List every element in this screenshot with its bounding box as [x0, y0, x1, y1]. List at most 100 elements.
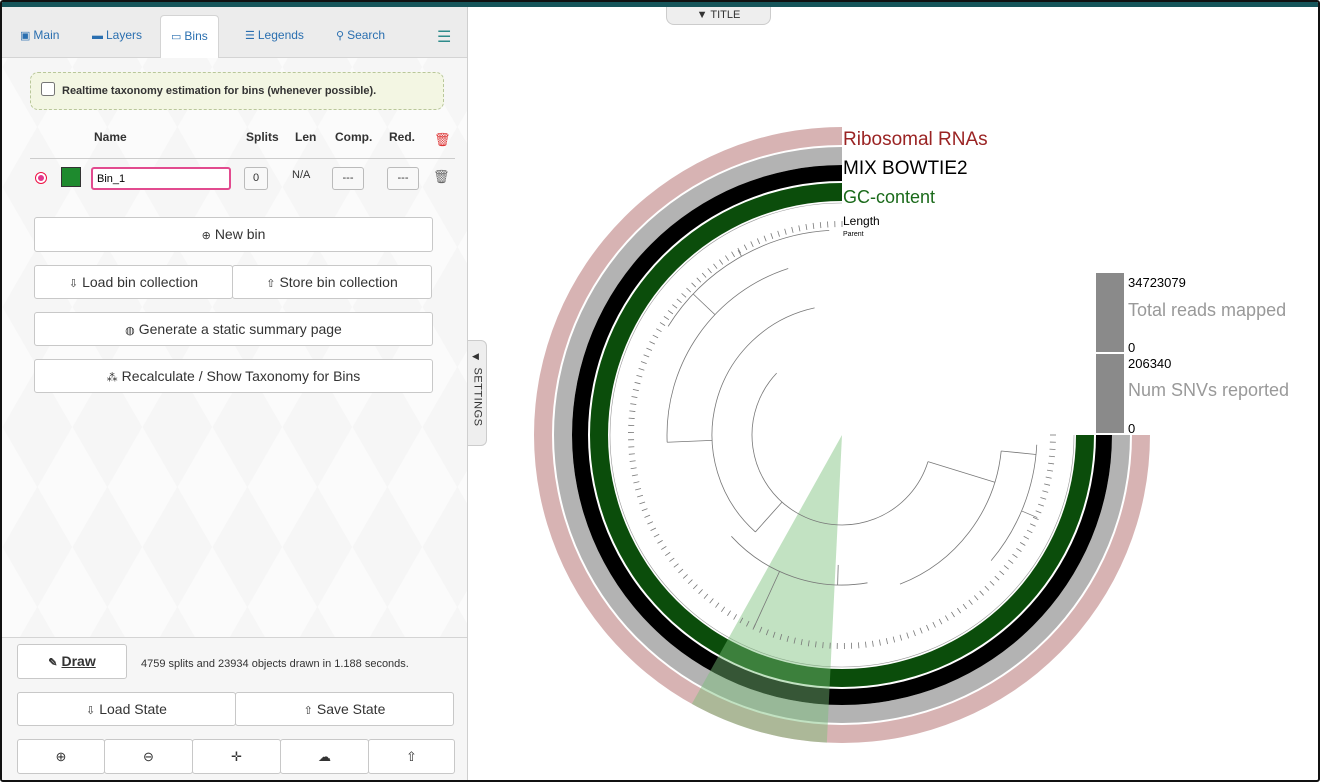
- tree-leaf-tick: [899, 634, 903, 641]
- tree-leaf-tick: [725, 255, 729, 261]
- tree-leaf-tick: [687, 579, 693, 585]
- table-divider: [30, 158, 455, 159]
- tree-leaf-tick: [719, 259, 724, 265]
- tree-branch-arc: [711, 307, 815, 533]
- tree-leaf-tick: [630, 467, 637, 470]
- snv-min: 0: [1128, 421, 1135, 436]
- tree-leaf-tick: [979, 590, 984, 596]
- bin-color-swatch[interactable]: [61, 167, 81, 187]
- tree-leaf-tick: [647, 521, 654, 525]
- tab-layers[interactable]: ▬ Layers: [82, 15, 152, 57]
- tree-leaf-tick: [629, 410, 636, 412]
- bin-completion-button[interactable]: ---: [332, 167, 364, 190]
- header-comp: Comp.: [335, 130, 373, 144]
- tab-search[interactable]: ⚲ Search: [326, 15, 395, 57]
- tree-leaf-tick: [678, 568, 684, 574]
- tree-leaf-tick: [739, 617, 744, 624]
- tree-branch-radial: [837, 564, 839, 585]
- settings-toggle[interactable]: ◀ SETTINGS: [468, 340, 487, 446]
- image-icon: ▣: [20, 30, 31, 42]
- bin-name-input[interactable]: [91, 167, 231, 190]
- tree-leaf-tick: [1048, 462, 1055, 465]
- delete-bin-icon[interactable]: 🗑: [433, 169, 450, 184]
- tree-leaf-tick: [691, 282, 697, 288]
- tree-leaf-tick: [951, 611, 955, 618]
- layer-label-parent: Parent: [843, 231, 864, 238]
- tree-leaf-tick: [630, 403, 637, 405]
- tree-leaf-tick: [634, 381, 641, 385]
- zoom-in-icon: ⊕: [55, 749, 67, 764]
- tree-leaf-tick: [653, 533, 660, 538]
- top-accent-bar: [2, 2, 1318, 7]
- delete-all-bins-icon[interactable]: 🗑: [434, 132, 451, 147]
- tree-leaf-tick: [1008, 559, 1014, 564]
- tab-bins[interactable]: ▭ Bins: [160, 15, 219, 58]
- tree-leaf-tick: [636, 374, 643, 378]
- tree-leaf-tick: [652, 334, 659, 339]
- tree-leaf-tick: [819, 222, 822, 229]
- settings-panel: ▣ Main ▬ Layers ▭ Bins ☰ Legends ⚲ Search ☰ R…: [2, 7, 468, 780]
- realtime-taxonomy-checkbox[interactable]: [41, 82, 55, 96]
- tree-leaf-tick: [791, 226, 794, 233]
- tree-leaf-tick: [865, 641, 867, 648]
- tree-leaf-tick: [713, 263, 718, 269]
- tree-leaf-tick: [672, 304, 678, 309]
- tree-leaf-tick: [999, 570, 1005, 576]
- hamburger-menu-icon[interactable]: ☰: [437, 29, 452, 46]
- tree-leaf-tick: [656, 328, 662, 333]
- header-name: Name: [94, 130, 127, 144]
- tree-leaf-tick: [815, 641, 817, 648]
- tree-branch-arc: [751, 372, 929, 526]
- tree-leaf-tick: [1042, 490, 1049, 493]
- tab-legends[interactable]: ☰ Legends: [235, 15, 314, 57]
- length-ring-outline: [609, 202, 1075, 668]
- tree-leaf-tick: [759, 626, 763, 633]
- tree-leaf-tick: [885, 638, 888, 645]
- tree-branch-arc: [731, 536, 868, 586]
- draw-button[interactable]: ✎ Draw: [17, 644, 127, 679]
- globe-icon: ◍: [125, 325, 135, 337]
- total-reads-min: 0: [1128, 340, 1135, 355]
- recalculate-taxonomy-button[interactable]: ⁂ Recalculate / Show Taxonomy for Bins: [34, 359, 433, 393]
- center-button[interactable]: ✛: [192, 739, 281, 774]
- tab-main[interactable]: ▣ Main: [10, 15, 69, 57]
- tree-leaf-tick: [631, 474, 638, 477]
- tree-leaf-tick: [681, 293, 687, 298]
- tree-leaf-tick: [667, 310, 674, 315]
- tree-leaf-tick: [646, 347, 653, 351]
- tree-leaf-tick: [779, 633, 783, 640]
- export-button[interactable]: ⇧: [368, 739, 455, 774]
- title-toggle[interactable]: ▼ TITLE: [666, 7, 771, 25]
- snv-max: 206340: [1128, 356, 1171, 371]
- load-bin-collection-button[interactable]: ⇩ Load bin collection: [34, 265, 233, 299]
- tree-leaf-tick: [707, 268, 712, 274]
- zoom-out-button[interactable]: ⊖: [104, 739, 193, 774]
- new-bin-button[interactable]: ⊕ New bin: [34, 217, 433, 252]
- bin-select-radio[interactable]: [35, 172, 47, 184]
- tree-branch-radial: [737, 250, 742, 257]
- generate-summary-button[interactable]: ◍ Generate a static summary page: [34, 312, 433, 346]
- load-state-button[interactable]: ⇩ Load State: [17, 692, 236, 726]
- tree-leaf-tick: [1023, 535, 1030, 540]
- bin-splits-count: 0: [244, 167, 268, 190]
- zoom-in-button[interactable]: ⊕: [17, 739, 105, 774]
- tree-leaf-tick: [737, 247, 742, 254]
- tree-leaf-tick: [635, 488, 642, 491]
- tree-leaf-tick: [701, 272, 707, 278]
- taxonomy-icon: ⁂: [106, 372, 118, 384]
- bin-redundancy-button[interactable]: ---: [387, 167, 419, 190]
- tree-leaf-tick: [1029, 523, 1036, 527]
- store-bin-collection-button[interactable]: ⇧ Store bin collection: [232, 265, 432, 299]
- tree-leaf-tick: [657, 540, 663, 544]
- tree-leaf-tick: [644, 514, 651, 518]
- tree-leaf-tick: [793, 637, 796, 644]
- tree-leaf-tick: [638, 368, 645, 371]
- tree-leaf-tick: [639, 501, 646, 505]
- download-svg-button[interactable]: ☁: [280, 739, 369, 774]
- tree-leaf-tick: [1012, 553, 1018, 558]
- load-icon: ⇩: [68, 278, 79, 290]
- save-state-button[interactable]: ⇧ Save State: [235, 692, 454, 726]
- draw-controls: ✎ Draw ⇩ Load State ⇧ Save State ⊕ ⊖ ✛ ☁ ⇧: [2, 637, 467, 780]
- realtime-taxonomy-label: Realtime taxonomy estimation for bins (w…: [62, 85, 377, 97]
